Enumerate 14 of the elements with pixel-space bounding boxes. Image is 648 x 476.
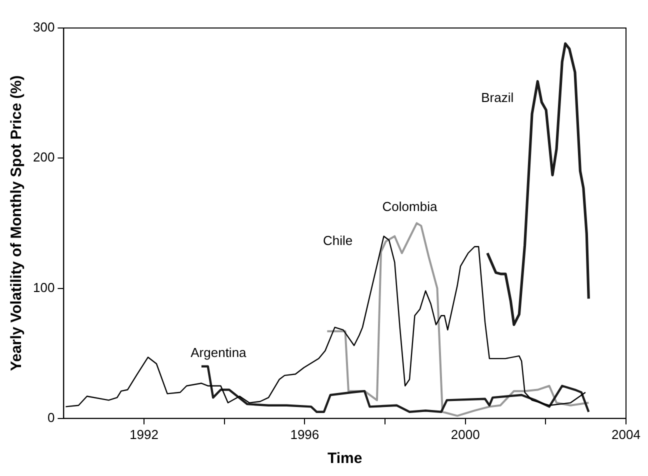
y-tick-label: 300 [32, 20, 55, 35]
x-tick-label: 2004 [612, 426, 640, 442]
x-tick-label: 1992 [130, 426, 158, 442]
text: Chile [322, 232, 353, 248]
y-axis-title: Yearly Volatility of Monthly Spot Price (%) [8, 75, 26, 372]
y-tick-label: 0 [47, 410, 55, 425]
y-tick-label: 200 [32, 150, 55, 165]
series-label: Brazil [481, 90, 514, 106]
x-tick-label: 2000 [450, 426, 480, 442]
series-label: Colombia [382, 198, 438, 214]
y-tick-label: 100 [32, 280, 55, 295]
x-tick-label: 1996 [290, 426, 320, 442]
series-label: Argentina [190, 344, 248, 360]
x-axis-title: Time [327, 450, 362, 468]
